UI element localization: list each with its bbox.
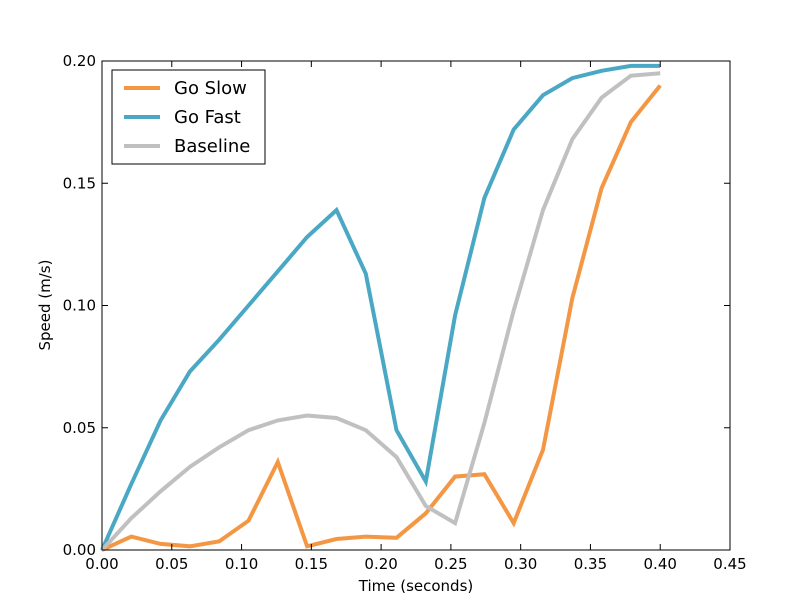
legend-label-baseline: Baseline xyxy=(174,136,250,157)
legend-label-go-slow: Go Slow xyxy=(174,78,247,99)
y-tick-label: 0.05 xyxy=(63,419,96,437)
series-layer xyxy=(100,63,662,552)
series-line-go-fast xyxy=(100,63,661,551)
y-axis-label: Speed (m/s) xyxy=(36,260,54,351)
x-tick-label: 0.20 xyxy=(364,555,397,573)
x-tick-label: 0.45 xyxy=(713,555,746,573)
y-tick-label: 0.00 xyxy=(63,541,96,559)
x-tick-label: 0.00 xyxy=(85,555,118,573)
x-tick-label: 0.25 xyxy=(434,555,467,573)
series-line-go-slow xyxy=(101,84,662,552)
x-tick-label: 0.30 xyxy=(504,555,537,573)
legend: Go Slow Go Fast Baseline xyxy=(111,69,266,165)
x-tick-label: 0.15 xyxy=(295,555,328,573)
y-tick-label: 0.10 xyxy=(63,297,96,315)
series-line-baseline xyxy=(100,71,661,552)
x-tick-label: 0.10 xyxy=(225,555,258,573)
ticks-layer: 0.00 0.05 0.10 0.15 0.20 0.25 0.30 0.35 0.40 0.45… xyxy=(63,52,747,573)
x-tick-label: 0.40 xyxy=(644,555,677,573)
x-tick-label: 0.35 xyxy=(574,555,607,573)
y-tick-label: 0.15 xyxy=(63,174,96,192)
x-axis-label: Time (seconds) xyxy=(358,577,474,595)
y-tick-label: 0.20 xyxy=(63,52,96,70)
legend-label-go-fast: Go Fast xyxy=(174,107,241,128)
x-tick-label: 0.05 xyxy=(155,555,188,573)
